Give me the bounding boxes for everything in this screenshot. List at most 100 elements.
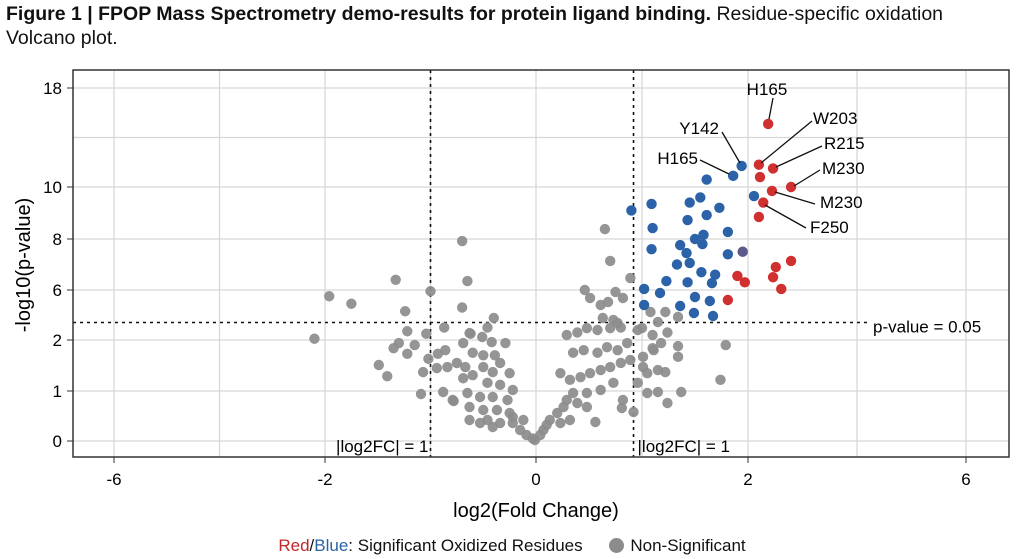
blue-significant-point — [714, 202, 725, 213]
blue-significant-point — [748, 190, 760, 202]
legend-significant-text: : Significant Oxidized Residues — [348, 536, 583, 555]
nonsignificant-point — [464, 401, 475, 413]
annotation-leader-line — [760, 120, 813, 164]
blue-significant-point — [646, 198, 657, 210]
nonsignificant-point — [456, 302, 468, 313]
nonsignificant-point — [572, 397, 583, 409]
nonsignificant-point — [399, 306, 411, 317]
nonsignificant-point — [652, 316, 664, 328]
nonsignificant-point — [672, 340, 684, 352]
nonsignificant-point — [502, 394, 513, 406]
legend-red-word: Red — [278, 536, 310, 555]
nonsignificant-point — [597, 312, 608, 324]
y-tick-label: 0 — [53, 432, 62, 451]
blue-significant-point — [674, 300, 686, 312]
blue-significant-point — [682, 277, 693, 288]
blue-significant-point — [654, 287, 666, 299]
blue-significant-point — [689, 291, 701, 303]
blue-significant-point — [674, 239, 686, 251]
nonsignificant-point — [423, 353, 434, 365]
nonsignificant-point — [456, 235, 468, 247]
nonsignificant-point — [601, 341, 613, 353]
nonsignificant-point — [417, 366, 429, 378]
nonsignificant-point — [645, 306, 656, 318]
nonsignificant-point — [599, 223, 611, 235]
blue-significant-point — [626, 205, 637, 216]
annotation-leader-line — [775, 145, 823, 168]
blue-significant-point — [647, 222, 658, 234]
red-significant-point — [785, 255, 797, 267]
nonsignificant-point — [346, 298, 357, 309]
nonsignificant-point — [616, 402, 628, 414]
nonsignificant-point — [431, 362, 443, 374]
nonsignificant-point — [409, 339, 420, 351]
blue-significant-point — [697, 238, 708, 250]
legend-gray-marker-icon — [609, 538, 625, 553]
nonsignificant-point — [487, 421, 498, 433]
nonsignificant-point — [642, 387, 653, 399]
nonsignificant-point — [628, 406, 639, 418]
annotation-leader-line — [774, 191, 816, 205]
nonsignificant-point — [575, 372, 586, 383]
residue-label: M230 — [822, 159, 865, 178]
nonsignificant-point — [555, 417, 566, 429]
nonsignificant-point — [476, 331, 488, 343]
nonsignificant-point — [720, 339, 731, 351]
nonsignificant-point — [474, 417, 486, 429]
annotation-leader-line — [768, 97, 774, 120]
nonsignificant-point — [572, 327, 583, 338]
nonsignificant-point — [605, 322, 616, 334]
annotation-leader-line — [764, 204, 807, 229]
figure-title: Figure 1 | FPOP Mass Spectrometry demo-r… — [6, 3, 712, 25]
nonsignificant-point — [460, 361, 471, 373]
nonsignificant-point — [373, 359, 385, 371]
blue-significant-point — [671, 259, 683, 270]
residue-label: Y142 — [679, 119, 719, 138]
nonsignificant-point — [541, 419, 552, 431]
blue-significant-point — [722, 249, 734, 260]
blue-significant-point — [682, 214, 693, 226]
y-tick-label: 8 — [53, 230, 62, 249]
y-tick-label: 1 — [53, 382, 62, 401]
y-tick-label: 18 — [43, 79, 62, 98]
legend-nonsignificant-text: Non-Significant — [630, 536, 746, 555]
blue-significant-point — [709, 269, 721, 280]
nonsignificant-point — [561, 329, 572, 341]
nonsignificant-point — [478, 350, 489, 361]
nonsignificant-point — [715, 374, 726, 385]
nonsignificant-point — [474, 391, 486, 403]
nonsignificant-point — [442, 361, 453, 373]
blue-significant-point — [696, 266, 707, 278]
gridlines — [73, 70, 1009, 457]
purple-significant-point — [737, 246, 748, 257]
residue-label: H165 — [747, 80, 788, 99]
nonsignificant-point — [494, 379, 506, 391]
nonsignificant-point — [564, 414, 576, 426]
nonsignificant-point — [612, 345, 623, 356]
nonsignificant-point — [458, 337, 469, 349]
nonsignificant-point — [621, 337, 633, 349]
nonsignificant-point — [584, 367, 596, 379]
blue-significant-point — [698, 229, 709, 241]
blue-significant-point — [638, 283, 650, 295]
blue-significant-point — [684, 197, 695, 208]
nonsignificant-point — [595, 364, 606, 376]
red-significant-point — [753, 211, 765, 223]
nonsignificant-point — [561, 394, 572, 406]
nonsignificant-point — [500, 337, 511, 349]
nonsignificant-point — [390, 274, 401, 285]
data-points — [309, 118, 797, 446]
nonsignificant-point — [491, 404, 503, 416]
nonsignificant-point — [564, 374, 576, 385]
blue-significant-point — [638, 299, 650, 311]
nonsignificant-point — [415, 388, 427, 400]
nonsignificant-point — [462, 275, 473, 287]
annotation-leader-line — [699, 159, 730, 175]
legend-blue-word: Blue — [314, 536, 349, 555]
legend: Red/Blue: Significant Oxidized Residues … — [0, 536, 1024, 556]
nonsignificant-point — [567, 387, 579, 399]
nonsignificant-point — [581, 387, 593, 399]
nonsignificant-point — [488, 312, 499, 324]
nonsignificant-point — [439, 322, 450, 333]
red-significant-point — [767, 163, 779, 174]
